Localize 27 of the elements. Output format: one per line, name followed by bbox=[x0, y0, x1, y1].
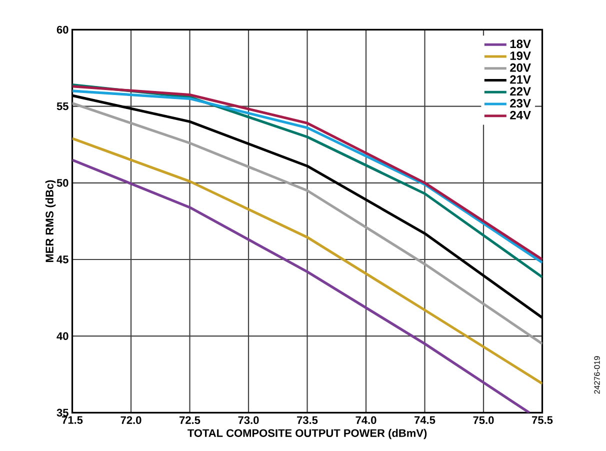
legend-label: 22V bbox=[510, 87, 531, 96]
x-tick-label: 75.5 bbox=[532, 416, 553, 424]
x-tick-label: 73.0 bbox=[238, 416, 259, 424]
line-series bbox=[72, 137, 542, 385]
x-axis-title: TOTAL COMPOSITE OUTPUT POWER (dBmV) bbox=[188, 428, 427, 440]
text: 24276-019 bbox=[594, 356, 600, 394]
x-tick-label: 71.5 bbox=[62, 416, 83, 424]
x-tick-label: 73.5 bbox=[297, 416, 318, 424]
y-tick-label: 50 bbox=[56, 179, 68, 187]
legend-label: 18V bbox=[510, 40, 531, 48]
x-tick-label: 74.0 bbox=[356, 416, 376, 424]
x-tick-label: 74.5 bbox=[414, 416, 436, 424]
legend-label: 21V bbox=[510, 75, 531, 84]
y-axis-title: MER RMS (dBc) bbox=[45, 180, 56, 262]
y-tick-label: 35 bbox=[56, 408, 68, 417]
x-tick-label: 72.5 bbox=[180, 416, 200, 424]
x-tick-label: 72.0 bbox=[120, 416, 142, 424]
x-tick-label: 75.0 bbox=[473, 416, 494, 424]
y-tick-label: 55 bbox=[56, 102, 68, 110]
line-series bbox=[72, 158, 531, 413]
legend-label: 24V bbox=[510, 110, 531, 120]
legend-label: 23V bbox=[510, 99, 531, 108]
y-tick-label: 45 bbox=[56, 256, 68, 264]
y-tick-label: 40 bbox=[56, 332, 68, 340]
y-tick-label: 60 bbox=[56, 26, 68, 34]
legend-label: 19V bbox=[510, 52, 531, 60]
legend-label: 20V bbox=[510, 63, 531, 72]
